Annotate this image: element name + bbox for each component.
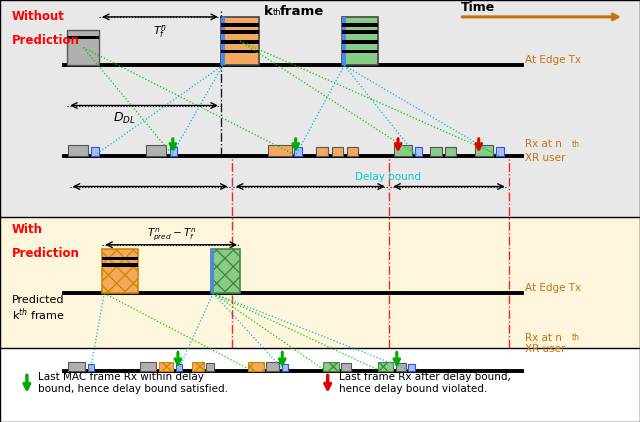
- Text: $T_f^n$: $T_f^n$: [153, 23, 167, 40]
- Text: With: With: [12, 224, 42, 236]
- Bar: [347, 147, 358, 156]
- Bar: [102, 249, 138, 293]
- Text: Rx at n: Rx at n: [525, 139, 562, 149]
- Text: Delay bound: Delay bound: [355, 172, 421, 182]
- Bar: [102, 257, 138, 260]
- Bar: [475, 145, 493, 156]
- Bar: [396, 363, 406, 371]
- Bar: [266, 362, 279, 371]
- Bar: [192, 362, 204, 371]
- Bar: [342, 50, 378, 53]
- Bar: [0, 348, 640, 422]
- Bar: [316, 147, 328, 156]
- Bar: [282, 364, 288, 371]
- Bar: [0, 217, 640, 348]
- Bar: [342, 30, 378, 34]
- Bar: [140, 362, 156, 371]
- Text: XR user: XR user: [525, 344, 565, 354]
- Bar: [294, 147, 302, 156]
- Bar: [221, 30, 259, 34]
- Text: Last frame Rx after delay bound,
hence delay bound violated.: Last frame Rx after delay bound, hence d…: [339, 372, 511, 394]
- Bar: [68, 145, 88, 156]
- Bar: [342, 23, 378, 27]
- Text: Last MAC frame Rx within delay
bound, hence delay bound satisfied.: Last MAC frame Rx within delay bound, he…: [38, 372, 228, 394]
- Text: Prediction: Prediction: [12, 247, 79, 260]
- Bar: [0, 0, 640, 217]
- Bar: [415, 147, 422, 156]
- Bar: [341, 363, 351, 371]
- Text: XR user: XR user: [525, 153, 565, 163]
- Bar: [206, 363, 214, 371]
- Text: At Edge Tx: At Edge Tx: [525, 55, 581, 65]
- Bar: [430, 147, 442, 156]
- Bar: [211, 249, 214, 293]
- Bar: [342, 17, 378, 65]
- Text: th: th: [273, 8, 282, 17]
- Text: frame: frame: [280, 5, 324, 18]
- Bar: [342, 40, 378, 43]
- Text: $D_{DL}$: $D_{DL}$: [113, 111, 136, 126]
- Bar: [221, 40, 259, 43]
- Bar: [248, 362, 264, 371]
- Text: Prediction: Prediction: [12, 34, 79, 46]
- Bar: [394, 145, 412, 156]
- Text: At Edge Tx: At Edge Tx: [525, 283, 581, 293]
- Bar: [170, 147, 177, 156]
- Bar: [68, 362, 85, 371]
- Bar: [408, 364, 415, 371]
- Bar: [445, 147, 456, 156]
- Bar: [342, 17, 346, 65]
- Bar: [67, 30, 99, 65]
- Text: Predicted: Predicted: [12, 295, 64, 305]
- Bar: [268, 145, 292, 156]
- Bar: [67, 36, 99, 38]
- Bar: [102, 263, 138, 267]
- Text: $T_{pred}^n - T_f^n$: $T_{pred}^n - T_f^n$: [147, 226, 196, 242]
- Bar: [221, 23, 259, 27]
- Bar: [323, 362, 339, 371]
- Bar: [211, 249, 240, 293]
- Text: Time: Time: [461, 1, 495, 14]
- Bar: [146, 145, 166, 156]
- Bar: [496, 147, 504, 156]
- Text: k: k: [264, 5, 273, 18]
- Text: th: th: [572, 140, 580, 149]
- Bar: [221, 50, 259, 53]
- Bar: [378, 362, 393, 371]
- Bar: [159, 362, 173, 371]
- Bar: [91, 147, 99, 156]
- Bar: [221, 17, 259, 65]
- Text: Rx at n: Rx at n: [525, 333, 562, 343]
- Text: th: th: [572, 333, 580, 342]
- Bar: [88, 364, 94, 371]
- Text: Without: Without: [12, 11, 65, 23]
- Bar: [221, 17, 225, 65]
- Bar: [332, 147, 343, 156]
- Bar: [176, 364, 182, 371]
- Text: k$^{th}$ frame: k$^{th}$ frame: [12, 306, 65, 323]
